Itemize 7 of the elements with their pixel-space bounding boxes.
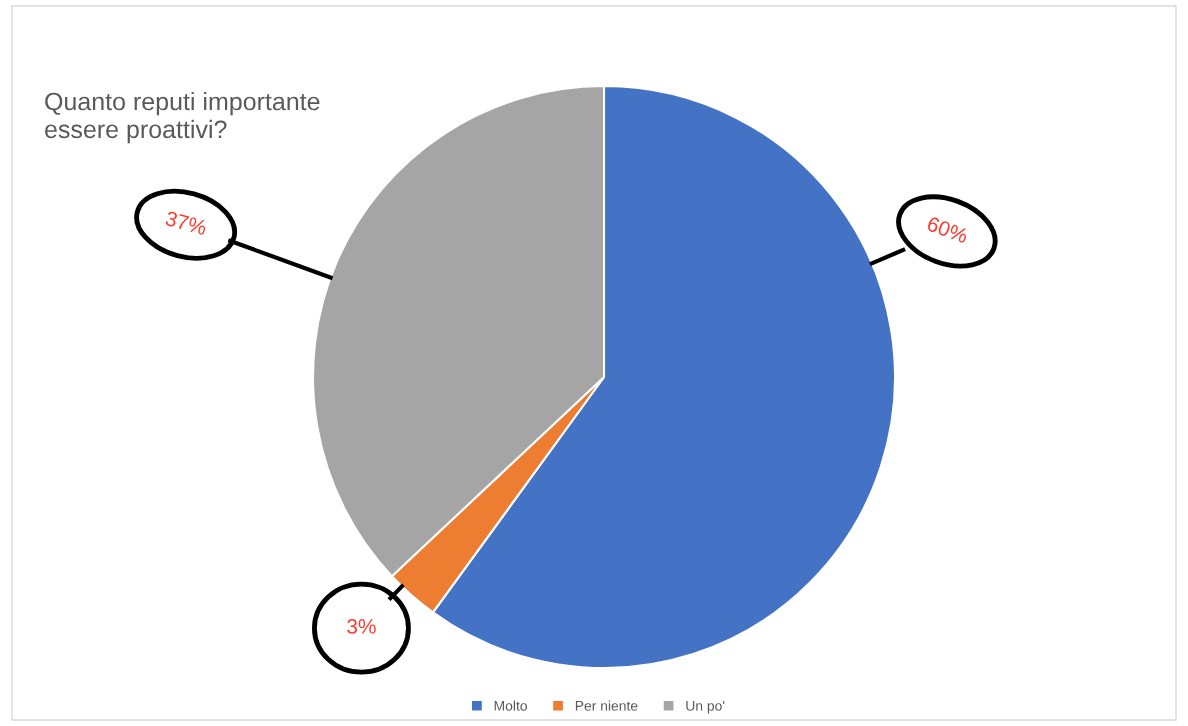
legend-label: Per niente [575,700,638,711]
data-label: 3% [347,619,376,634]
text: Quanto reputi importante essere proattivi? [45,92,320,144]
legend-label: Un po' [686,701,725,714]
data-label: 60% [926,216,969,244]
legend-label: Molto [494,700,527,711]
data-label: 37% [164,210,208,236]
